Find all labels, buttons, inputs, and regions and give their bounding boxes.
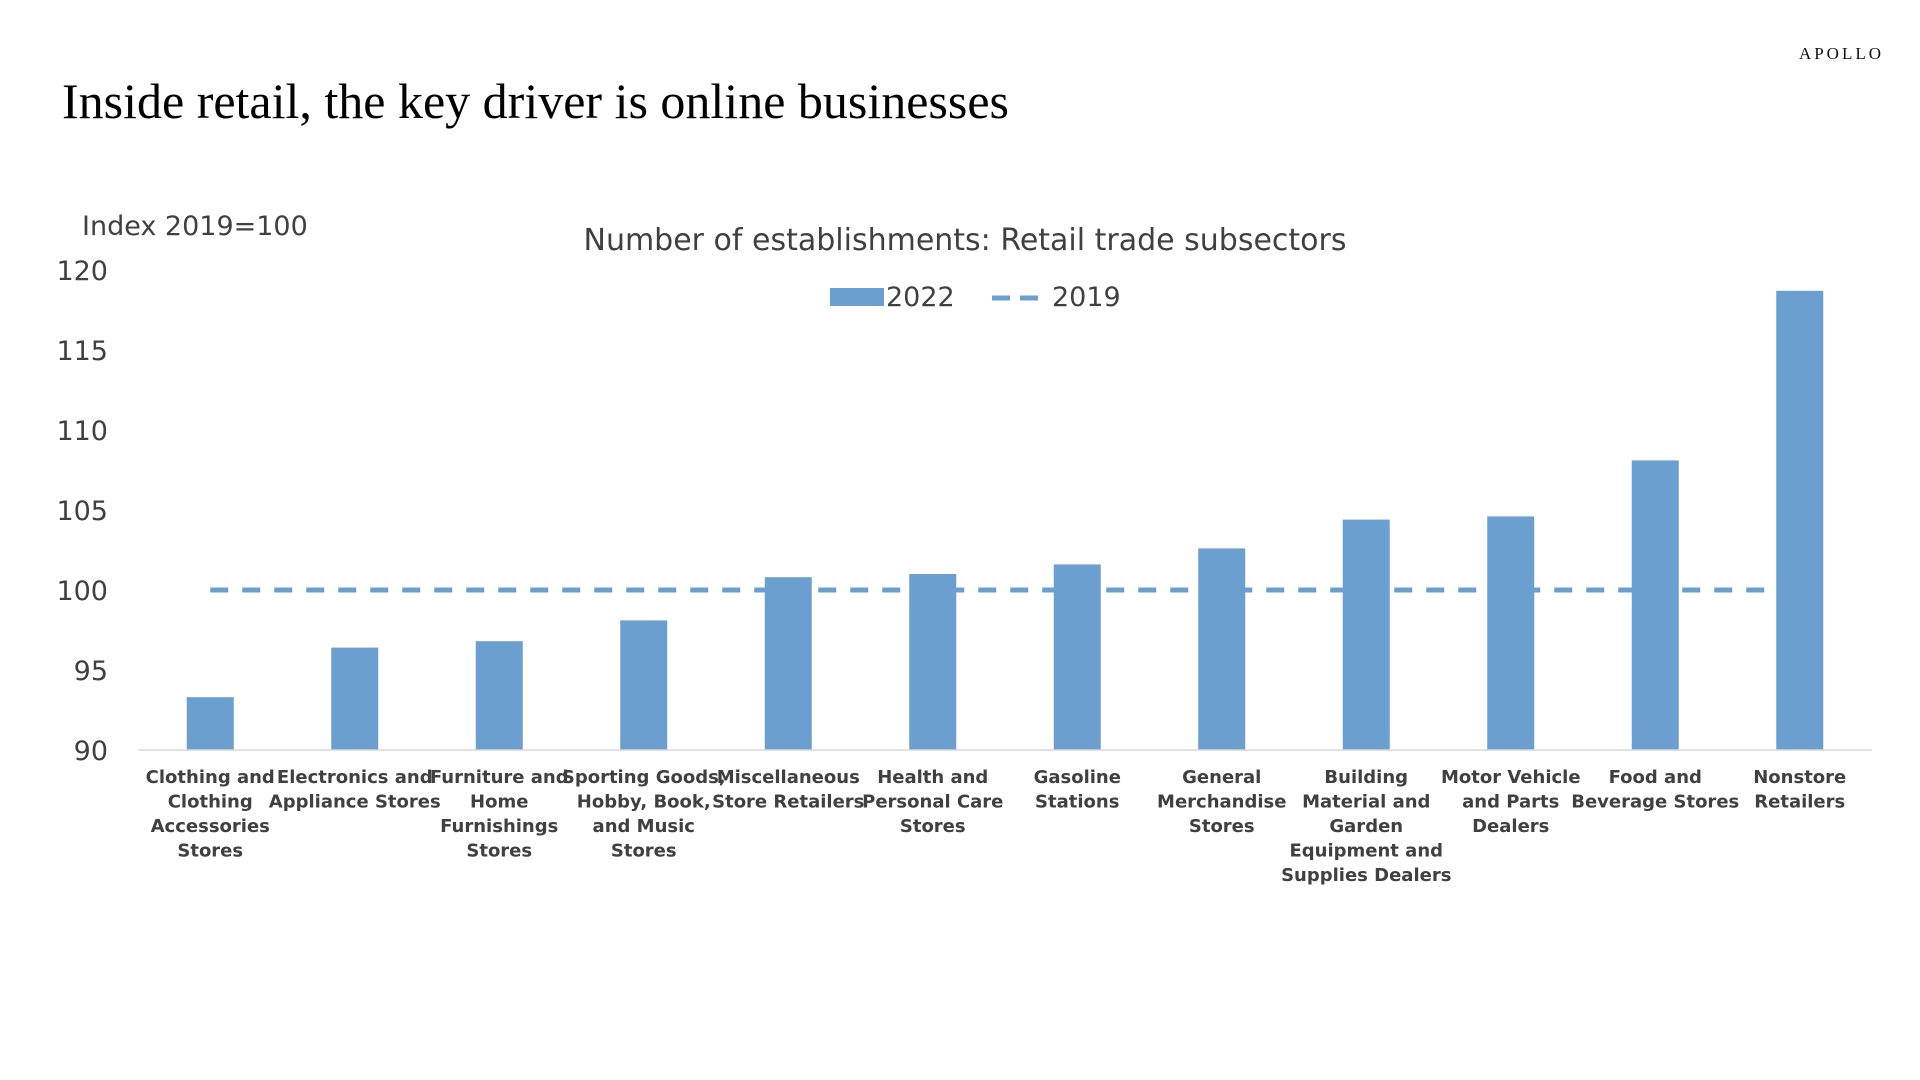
x-tick-label: Gasoline Stations <box>1034 767 1121 813</box>
y-tick-label: 95 <box>74 656 108 687</box>
x-tick-label: Building Material and Garden Equipment and S… <box>1281 767 1451 886</box>
x-tick-label: General Merchandise Stores <box>1157 767 1286 837</box>
x-tick-label: Electronics and Appliance Stores <box>269 767 441 813</box>
bar <box>1053 564 1101 750</box>
x-tick-label: Miscellaneous Store Retailers <box>712 767 864 813</box>
bar-series <box>186 290 1824 750</box>
bar <box>1776 290 1824 750</box>
y-axis-label: Index 2019=100 <box>82 211 308 242</box>
bar <box>1198 548 1246 750</box>
legend-label-2022: 2022 <box>886 282 955 313</box>
y-axis-ticks: 90 95 100 105 110 115 120 <box>56 256 108 767</box>
bar <box>620 620 668 750</box>
bar <box>1487 516 1535 750</box>
bar <box>475 641 523 750</box>
y-tick-label: 100 <box>56 576 108 607</box>
x-tick-label: Furniture and Home Furnishings Stores <box>430 767 569 862</box>
x-tick-label: Clothing and Clothing Accessories Stores <box>146 767 275 862</box>
x-tick-label: Health and Personal Care Stores <box>862 767 1003 837</box>
y-tick-label: 120 <box>56 256 108 287</box>
bar <box>186 697 234 750</box>
x-tick-label: Sporting Goods, Hobby, Book, and Music Stor… <box>562 767 726 862</box>
brand-logo: APOLLO <box>1798 44 1884 63</box>
x-tick-label: Motor Vehicle and Parts Dealers <box>1441 767 1581 837</box>
chart-title: Number of establishments: Retail trade s… <box>584 223 1347 258</box>
x-tick-label: Food and Beverage Stores <box>1571 767 1739 813</box>
bar <box>1342 519 1390 750</box>
legend-label-2019: 2019 <box>1052 282 1121 313</box>
bar <box>331 647 379 750</box>
x-tick-label: Nonstore Retailers <box>1753 767 1846 813</box>
bar <box>909 574 957 750</box>
y-tick-label: 110 <box>56 416 108 447</box>
chart-legend: 2022 2019 <box>830 282 1121 313</box>
page-title: Inside retail, the key driver is online … <box>62 73 1009 129</box>
bar <box>1631 460 1679 750</box>
y-tick-label: 105 <box>56 496 108 527</box>
y-tick-label: 90 <box>74 736 108 767</box>
y-tick-label: 115 <box>56 336 108 367</box>
legend-swatch-2022 <box>830 288 884 306</box>
x-axis-labels: Clothing and Clothing Accessories StoresEle… <box>146 767 1847 886</box>
bar <box>764 577 812 750</box>
